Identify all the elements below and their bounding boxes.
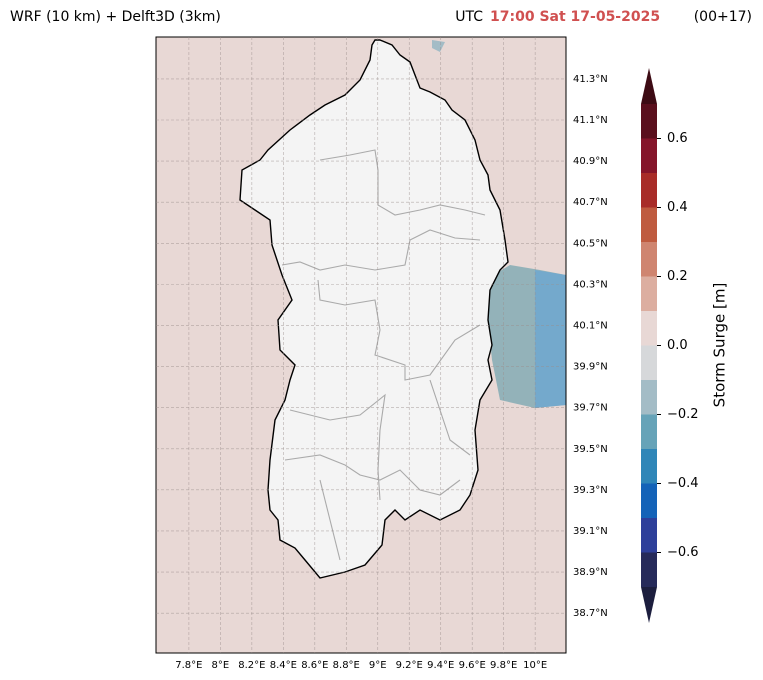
x-tick-label: 9.6°E <box>459 660 486 671</box>
x-tick-label: 8.4°E <box>270 660 297 671</box>
colorbar-band <box>641 414 657 449</box>
x-tick-label: 9.4°E <box>427 660 454 671</box>
colorbar-band <box>641 311 657 346</box>
x-tick-label: 8.8°E <box>333 660 360 671</box>
surge-area <box>432 40 445 52</box>
y-tick-label: 40.3°N <box>573 279 608 290</box>
y-tick-label: 38.9°N <box>573 567 608 578</box>
colorbar-tick-label: −0.4 <box>667 476 699 491</box>
title: WRF (10 km) + Delft3D (3km) <box>10 9 221 25</box>
colorbar-band <box>641 276 657 311</box>
x-tick-label: 9°E <box>369 660 387 671</box>
colorbar-extend <box>641 68 657 104</box>
y-tick-label: 39.3°N <box>573 485 608 496</box>
surge-area <box>535 270 566 408</box>
colorbar-extend <box>641 587 657 623</box>
colorbar-band <box>641 138 657 173</box>
time-prefix: UTC <box>455 9 483 25</box>
y-tick-label: 40.5°N <box>573 238 608 249</box>
colorbar-band <box>641 483 657 518</box>
x-tick-label: 10°E <box>523 660 547 671</box>
y-tick-label: 41.3°N <box>573 74 608 85</box>
colorbar-label: Storm Surge [m] <box>711 283 729 408</box>
y-tick-label: 39.7°N <box>573 403 608 414</box>
y-tick-label: 39.5°N <box>573 444 608 455</box>
y-tick-label: 39.1°N <box>573 526 608 537</box>
colorbar-tick-label: 0.6 <box>667 131 688 146</box>
colorbar-band <box>641 552 657 587</box>
colorbar-tick-label: −0.6 <box>667 545 699 560</box>
colorbar-band <box>641 380 657 415</box>
colorbar-band <box>641 207 657 242</box>
colorbar-tick-label: 0.2 <box>667 269 688 284</box>
colorbar-band <box>641 173 657 208</box>
map-frame <box>155 36 567 654</box>
y-tick-label: 41.1°N <box>573 115 608 126</box>
map <box>156 37 566 653</box>
colorbar-band <box>641 449 657 484</box>
colorbar-band <box>641 518 657 553</box>
lead-time: (00+17) <box>694 9 752 25</box>
x-tick-label: 9.2°E <box>396 660 423 671</box>
x-tick-label: 9.8°E <box>490 660 517 671</box>
colorbar-tick-label: 0.4 <box>667 200 688 215</box>
colorbar-band <box>641 345 657 380</box>
y-tick-label: 40.9°N <box>573 156 608 167</box>
colorbar-band <box>641 104 657 139</box>
y-tick-label: 39.9°N <box>573 362 608 373</box>
colorbar-tick-label: 0.0 <box>667 338 688 353</box>
y-tick-label: 38.7°N <box>573 608 608 619</box>
x-tick-label: 8.6°E <box>301 660 328 671</box>
colorbar-tick-label: −0.2 <box>667 407 699 422</box>
x-tick-label: 7.8°E <box>175 660 202 671</box>
x-tick-label: 8.2°E <box>238 660 265 671</box>
colorbar-band <box>641 242 657 277</box>
y-tick-label: 40.1°N <box>573 320 608 331</box>
x-tick-label: 8°E <box>212 660 230 671</box>
time: 17:00 Sat 17-05-2025 <box>490 9 660 25</box>
y-tick-label: 40.7°N <box>573 197 608 208</box>
